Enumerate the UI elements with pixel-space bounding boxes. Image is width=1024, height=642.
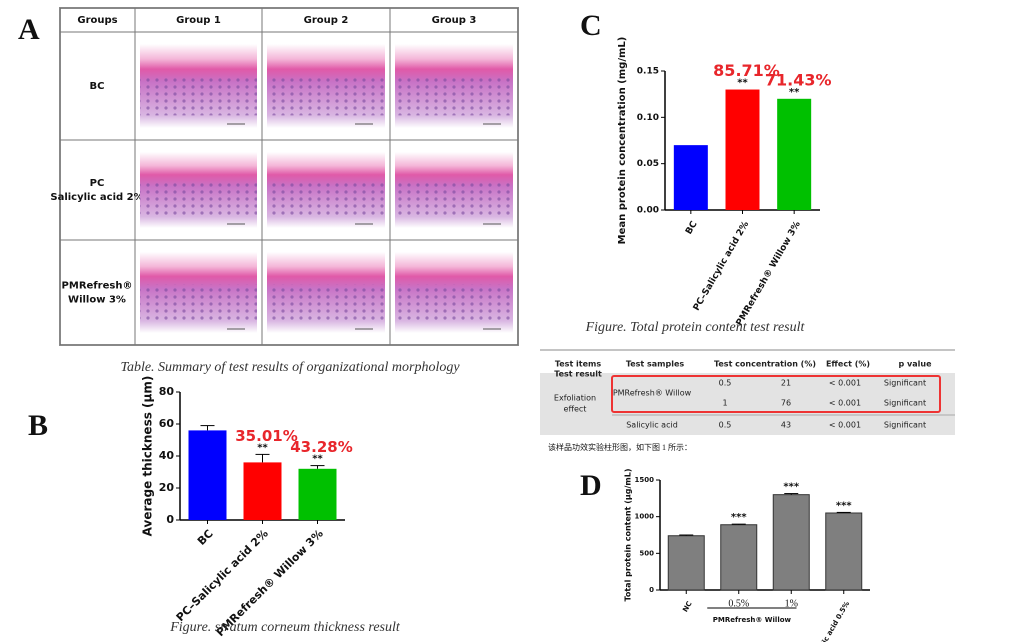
bar: [243, 462, 282, 520]
column-header: Effect (%): [826, 360, 870, 369]
significance: ***: [836, 500, 852, 511]
cell: 76: [781, 399, 791, 408]
change-label: 85.71%: [713, 61, 780, 80]
cell: Significant: [884, 421, 926, 430]
cell: < 0.001: [829, 399, 861, 408]
bar: [725, 89, 760, 210]
cell: < 0.001: [829, 421, 861, 430]
y-axis-label: Average thickness (μm): [141, 376, 155, 537]
x-tick-label: PC–Salicylic acid 2%: [174, 527, 271, 624]
histology-cells: [140, 182, 257, 217]
bar: [673, 145, 708, 210]
change-label: 43.28%: [290, 438, 352, 456]
column-header: Group 3: [432, 15, 477, 26]
cell: < 0.001: [829, 379, 861, 388]
bar: [772, 494, 810, 591]
histology-cells: [267, 284, 385, 321]
cell: Significant: [884, 379, 926, 388]
significance: ***: [731, 512, 747, 523]
y-tick-label: 20: [159, 481, 175, 494]
cell: 43: [781, 421, 791, 430]
histology-cells: [267, 182, 385, 217]
histology-cells: [140, 77, 257, 116]
highlight-box: [611, 375, 941, 413]
bar: [720, 524, 758, 591]
significance: ***: [783, 482, 799, 493]
bar: [667, 535, 705, 591]
y-tick-label: 1500: [635, 476, 655, 484]
histology-cells: [395, 182, 513, 217]
cell: 1: [722, 399, 727, 408]
cell: 0.5: [719, 421, 732, 430]
column-header: Test items: [555, 360, 602, 369]
y-tick-label: 0.05: [637, 159, 659, 169]
bar: [188, 430, 227, 520]
y-tick-label: 500: [639, 549, 654, 557]
row-header: Exfoliation: [554, 394, 596, 403]
x-tick-label: 0.5%: [728, 598, 749, 609]
y-tick-label: 0.00: [637, 206, 659, 216]
panel-label: C: [580, 9, 602, 42]
y-tick-label: 80: [159, 385, 175, 398]
row-label: PC: [90, 178, 105, 189]
significance: **: [789, 87, 800, 98]
histology-cells: [140, 284, 257, 321]
column-header: Test samples: [626, 360, 685, 369]
y-tick-label: 60: [159, 417, 175, 430]
significance: **: [312, 454, 323, 465]
x-tick-label: 1%: [785, 598, 798, 609]
row-header: effect: [564, 405, 587, 414]
column-header: Group 1: [176, 15, 221, 26]
row-label: BC: [90, 81, 105, 92]
group-label: PMRefresh® Willow: [713, 616, 792, 624]
histology-cells: [267, 77, 385, 116]
x-tick-label: NC: [681, 600, 693, 614]
cell: Significant: [884, 399, 926, 408]
column-header: Test concentration (%): [714, 360, 816, 369]
caption: Figure. Total protein content test resul…: [585, 320, 806, 335]
x-tick-label: PMRefresh® Willow 3%: [735, 220, 803, 328]
row-label: Willow 3%: [68, 295, 126, 306]
bar: [298, 468, 337, 520]
significance: **: [737, 78, 748, 89]
panel-label: D: [580, 469, 602, 502]
change-label: 71.43%: [765, 70, 832, 89]
panel-label: B: [28, 409, 48, 442]
x-tick-label: PC–Salicylic acid 2%: [692, 220, 751, 313]
panel-label: A: [18, 13, 40, 46]
row-label: PMRefresh®: [62, 281, 133, 292]
histology-cells: [395, 77, 513, 116]
y-tick-label: 40: [159, 449, 175, 462]
y-tick-label: 0.15: [637, 67, 659, 77]
sample-name: PMRefresh® Willow: [613, 389, 692, 398]
x-tick-label: BC: [195, 527, 216, 548]
cell: 21: [781, 379, 791, 388]
table-body: [540, 373, 955, 435]
column-header: Groups: [77, 15, 117, 26]
sample-name: Salicylic acid: [626, 421, 678, 430]
y-tick-label: 0: [166, 513, 174, 526]
cell: 0.5: [719, 379, 732, 388]
y-axis-label: Total protein content (μg/mL): [624, 468, 633, 601]
column-header: Group 2: [304, 15, 349, 26]
change-label: 35.01%: [235, 427, 297, 445]
note: 该样品功效实验柱形图，如下图 1 所示：: [548, 442, 692, 452]
column-header: p value: [899, 360, 933, 369]
bar: [825, 512, 863, 591]
x-tick-label: Salicylic acid 0.5%: [808, 600, 851, 642]
column-header: Test result: [554, 370, 602, 379]
caption: Figure. stratum corneum thickness result: [169, 620, 401, 635]
y-tick-label: 1000: [635, 513, 655, 521]
y-tick-label: 0.10: [637, 113, 659, 123]
caption: Table. Summary of test results of organi…: [120, 360, 460, 375]
y-tick-label: 0: [649, 586, 654, 594]
row-label: Salicylic acid 2%: [50, 192, 143, 203]
bar: [777, 98, 812, 210]
x-tick-label: BC: [684, 219, 700, 236]
significance: **: [257, 442, 268, 453]
histology-cells: [395, 284, 513, 321]
y-axis-label: Mean protein concentration (mg/mL): [617, 37, 628, 245]
